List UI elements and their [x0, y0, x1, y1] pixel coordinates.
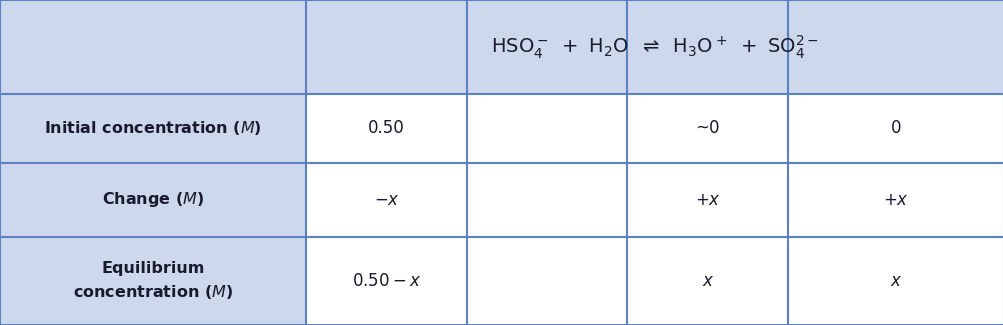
- Text: $x$: $x$: [889, 272, 902, 290]
- Text: Change ($\mathit{M}$): Change ($\mathit{M}$): [102, 190, 204, 209]
- Bar: [306, 94, 1003, 325]
- Text: 0.50: 0.50: [368, 119, 404, 137]
- Text: $+x$: $+x$: [883, 191, 908, 209]
- Text: 0: 0: [890, 119, 901, 137]
- Text: Equilibrium
concentration ($\mathit{M}$): Equilibrium concentration ($\mathit{M}$): [73, 261, 233, 301]
- Text: Initial concentration ($\mathit{M}$): Initial concentration ($\mathit{M}$): [44, 119, 262, 137]
- Text: $0.50 - x$: $0.50 - x$: [351, 272, 421, 290]
- Text: ~0: ~0: [695, 119, 719, 137]
- Text: $-x$: $-x$: [373, 191, 399, 209]
- Text: $x$: $x$: [701, 272, 713, 290]
- Text: $\mathsf{HSO_4^-}$$\;\;\mathsf{+}\;\;$$\mathsf{H_2O}$$\;\;\mathsf{\rightleftharp: $\mathsf{HSO_4^-}$$\;\;\mathsf{+}\;\;$$\…: [490, 33, 818, 61]
- Text: $+x$: $+x$: [694, 191, 720, 209]
